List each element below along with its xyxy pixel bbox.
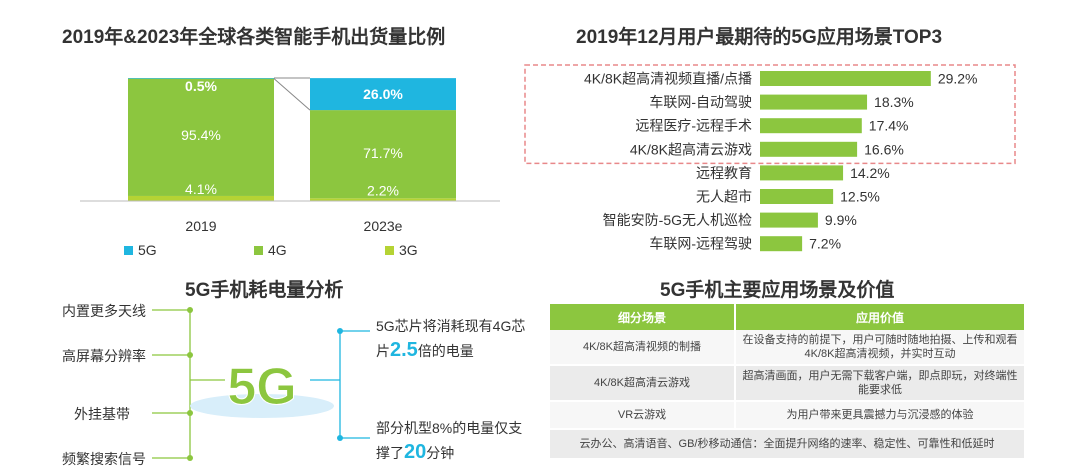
fact-chip-pre: 5G芯片将消耗现有4G芯片 xyxy=(376,318,526,359)
data-label: 9.9% xyxy=(825,212,857,228)
bar-segment-5g xyxy=(128,78,274,79)
table-row: 4K/8K超高清云游戏 超高清画面，用户无需下载客户端，即点即玩，对终端性能要求… xyxy=(550,365,1024,402)
data-label: 7.2% xyxy=(809,236,841,252)
battery-fact-chip: 5G芯片将消耗现有4G芯片2.5倍的电量 xyxy=(376,314,526,363)
data-label: 17.4% xyxy=(869,118,909,134)
header-value: 应用价值 xyxy=(734,304,1024,330)
fact-chip-number: 2.5 xyxy=(390,339,418,361)
bar-segment-3g xyxy=(128,195,274,201)
legend-label-5g: 5G xyxy=(138,242,157,258)
table-row: VR云游戏 为用户带来更具震撼力与沉浸感的体验 xyxy=(550,401,1024,430)
bar xyxy=(760,118,862,134)
category-label: 4K/8K超高清云游戏 xyxy=(630,141,752,157)
legend-label-4g: 4G xyxy=(268,242,287,258)
fact-duration-pre: 部分机型8%的电量仅支撑了 xyxy=(376,420,523,461)
bar xyxy=(760,165,844,181)
bar xyxy=(760,94,868,110)
horizontal-bar-chart: 4K/8K超高清视频直播/点播 29.2% 车联网-自动驾驶 18.3% 远程医疗-远程… xyxy=(524,64,1016,252)
cell-value: 在设备支持的前提下，用户可随时随地拍摄、上传和观看4K/8K超高清视频，并实时互… xyxy=(734,330,1024,366)
category-label: 2023e xyxy=(364,218,403,234)
bar-segment-4g xyxy=(310,110,456,199)
top3-highlight-box xyxy=(524,64,1016,165)
legend-swatch-3g xyxy=(385,246,394,255)
fact-duration-number: 20 xyxy=(404,441,427,463)
legend-swatch-4g xyxy=(254,246,263,255)
data-label-3g: 4.1% xyxy=(185,181,217,197)
table-footer-cell: 云办公、高清语音、GB/秒移动通信：全面提升网络的速率、稳定性、可靠性和低延时 xyxy=(550,429,1024,460)
bar xyxy=(760,236,803,252)
fact-chip-post: 倍的电量 xyxy=(417,343,474,359)
category-label: 车联网-自动驾驶 xyxy=(649,94,752,110)
fact-duration-post: 分钟 xyxy=(426,445,455,461)
stacked-bar-chart: 0.5% 95.4% 4.1% 2019 26.0% 71.7% 2.2% 2023e 5G 4G… xyxy=(80,77,500,258)
table-row: 4K/8K超高清视频的制播 在设备支持的前提下，用户可随时随地拍摄、上传和观看4… xyxy=(550,330,1024,366)
bar-segment-3g xyxy=(310,198,456,201)
data-label: 12.5% xyxy=(840,189,880,205)
top3-chart-title: 2019年12月用户最期待的5G应用场景TOP3 xyxy=(576,27,943,48)
cell-scene: VR云游戏 xyxy=(550,401,735,430)
data-label: 16.6% xyxy=(864,141,904,157)
center-5g-text: 5G xyxy=(227,358,296,416)
bar-segment-4g xyxy=(128,78,274,196)
battery-item-baseband: 外挂基带 xyxy=(74,406,130,422)
category-label: 4K/8K超高清视频直播/点播 xyxy=(584,71,752,87)
category-label: 远程教育 xyxy=(696,165,752,181)
category-label: 无人超市 xyxy=(696,189,752,205)
cell-scene: 4K/8K超高清视频的制播 xyxy=(550,330,735,366)
data-label: 14.2% xyxy=(850,165,890,181)
battery-fact-duration: 部分机型8%的电量仅支撑了20分钟 xyxy=(376,416,526,465)
cell-value: 为用户带来更具震撼力与沉浸感的体验 xyxy=(734,401,1024,430)
center-ellipse xyxy=(190,394,334,418)
battery-diagram: 5G xyxy=(152,307,370,461)
data-label-5g: 26.0% xyxy=(363,86,403,102)
battery-item-antenna: 内置更多天线 xyxy=(62,303,146,319)
data-label-4g: 71.7% xyxy=(363,145,403,161)
bar xyxy=(760,141,858,157)
cell-value: 超高清画面，用户无需下载客户端，即点即玩，对终端性能要求低 xyxy=(734,365,1024,402)
stack-chart-title: 2019年&2023年全球各类智能手机出货量比例 xyxy=(62,27,446,48)
bar xyxy=(760,189,834,204)
apps-title: 5G手机主要应用场景及价值 xyxy=(660,280,895,301)
table-header-row: 细分场景 应用价值 xyxy=(550,304,1024,330)
legend-swatch-5g xyxy=(124,246,133,255)
data-label: 29.2% xyxy=(938,71,978,87)
category-label: 远程医疗-远程手术 xyxy=(635,118,752,134)
bar xyxy=(760,71,931,86)
cell-scene: 4K/8K超高清云游戏 xyxy=(550,365,735,402)
category-label: 智能安防-5G无人机巡检 xyxy=(603,212,752,228)
data-label-4g: 95.4% xyxy=(181,127,221,143)
battery-item-resolution: 高屏幕分辨率 xyxy=(62,348,146,364)
category-label: 2019 xyxy=(185,218,216,234)
table-row: 云办公、高清语音、GB/秒移动通信：全面提升网络的速率、稳定性、可靠性和低延时 xyxy=(550,429,1024,460)
data-label-3g: 2.2% xyxy=(367,182,399,198)
data-label-5g: 0.5% xyxy=(185,78,217,94)
header-scene: 细分场景 xyxy=(550,304,735,330)
connector-line xyxy=(273,78,311,111)
battery-item-signal: 频繁搜索信号 xyxy=(62,451,146,467)
bar xyxy=(760,212,818,228)
legend-label-3g: 3G xyxy=(399,242,418,258)
battery-title: 5G手机耗电量分析 xyxy=(185,280,344,301)
apps-table: 细分场景 应用价值 4K/8K超高清视频的制播 在设备支持的前提下，用户可随时随… xyxy=(550,304,1024,460)
data-label: 18.3% xyxy=(874,94,914,110)
bar-segment-5g xyxy=(310,78,456,111)
category-label: 车联网-远程驾驶 xyxy=(649,236,752,252)
